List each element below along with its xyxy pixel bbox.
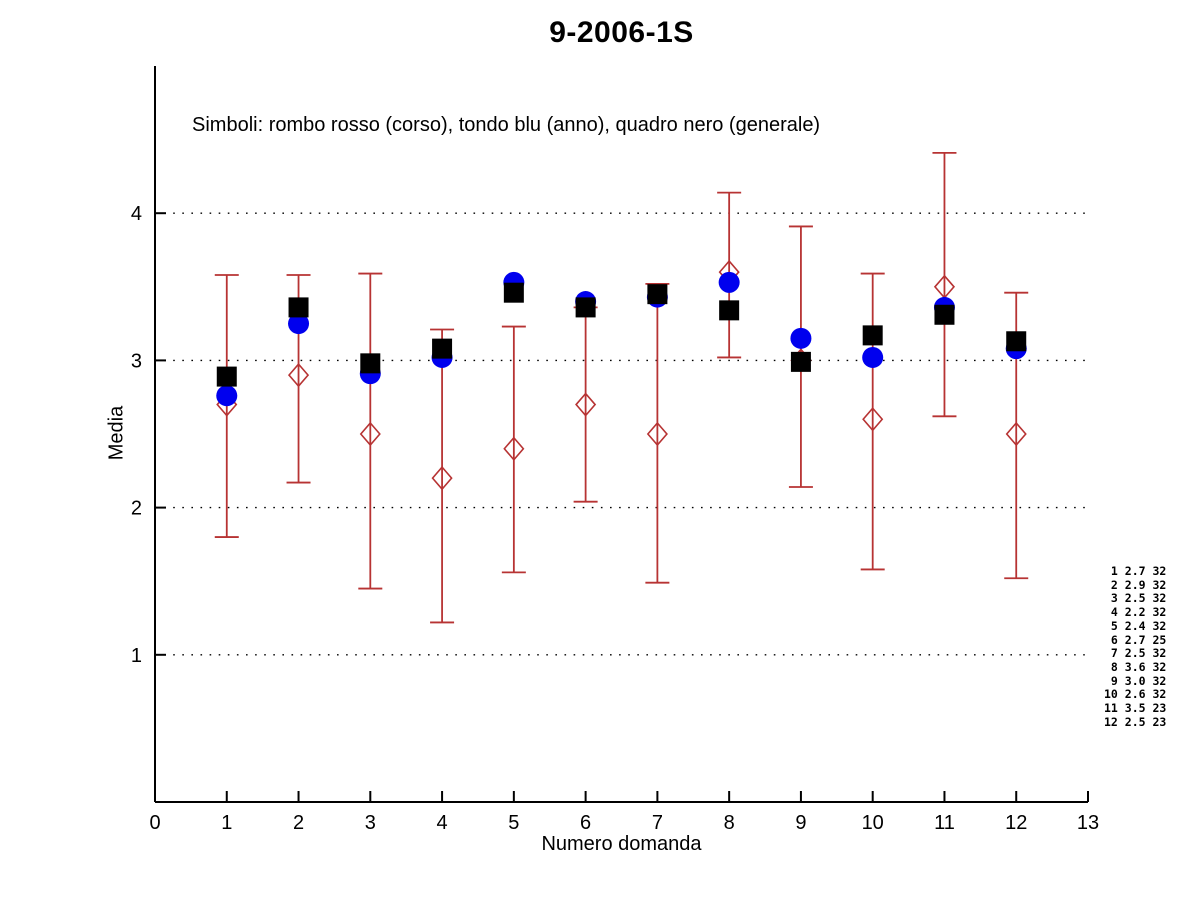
x-tick-label: 9 bbox=[795, 812, 806, 834]
x-tick-label: 6 bbox=[580, 812, 591, 834]
y-tick-label: 2 bbox=[131, 498, 142, 520]
x-tick-label: 1 bbox=[221, 812, 232, 834]
diamond-marker-corso bbox=[646, 421, 668, 447]
x-tick-label: 12 bbox=[1005, 812, 1027, 834]
square-marker-generale bbox=[503, 282, 524, 303]
square-marker-generale bbox=[288, 297, 309, 318]
x-tick-label: 5 bbox=[508, 812, 519, 834]
x-tick-label: 8 bbox=[724, 812, 735, 834]
y-tick-label: 3 bbox=[131, 350, 142, 372]
circle-marker-anno bbox=[790, 327, 812, 349]
square-marker-generale bbox=[1006, 331, 1027, 352]
square-marker-generale bbox=[432, 338, 453, 359]
square-marker-generale bbox=[862, 325, 883, 346]
square-marker-generale bbox=[647, 284, 668, 305]
square-marker-generale bbox=[216, 366, 237, 387]
chart-title: 9-2006-1S bbox=[549, 16, 694, 49]
x-tick-label: 10 bbox=[862, 812, 884, 834]
diamond-marker-corso bbox=[1005, 421, 1027, 447]
diamond-marker-corso bbox=[359, 421, 381, 447]
square-marker-generale bbox=[719, 300, 740, 321]
x-tick-label: 2 bbox=[293, 812, 304, 834]
x-tick-label: 3 bbox=[365, 812, 376, 834]
diamond-marker-corso bbox=[287, 362, 310, 388]
diamond-marker-corso bbox=[503, 436, 525, 461]
x-tick-label: 7 bbox=[652, 812, 663, 834]
diamond-marker-corso bbox=[862, 407, 884, 432]
x-tick-label: 0 bbox=[149, 812, 160, 834]
y-tick-label: 4 bbox=[131, 203, 142, 225]
diamond-marker-corso bbox=[431, 465, 453, 491]
diamond-marker-corso bbox=[575, 392, 597, 417]
square-marker-generale bbox=[360, 353, 381, 374]
circle-marker-anno bbox=[718, 271, 740, 293]
square-marker-generale bbox=[575, 297, 596, 318]
y-tick-label: 1 bbox=[131, 645, 142, 667]
circle-marker-anno bbox=[862, 346, 884, 368]
x-axis-label: Numero domanda bbox=[541, 833, 702, 855]
x-tick-label: 11 bbox=[934, 812, 955, 834]
square-marker-generale bbox=[790, 351, 811, 372]
x-tick-label: 4 bbox=[437, 812, 448, 834]
legend-note: Simboli: rombo rosso (corso), tondo blu … bbox=[192, 114, 821, 136]
circle-marker-anno bbox=[216, 385, 238, 407]
circle-marker-anno bbox=[288, 313, 310, 335]
x-tick-label: 13 bbox=[1077, 812, 1099, 834]
square-marker-generale bbox=[934, 304, 955, 325]
side-table: 1 2.7 32 2 2.9 32 3 2.5 32 4 2.2 32 5 2.… bbox=[1104, 564, 1167, 729]
